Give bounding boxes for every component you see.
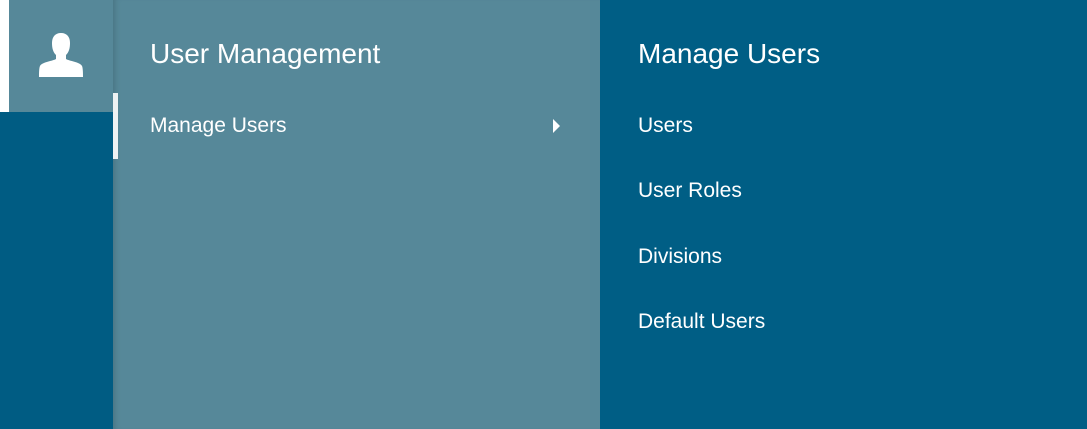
submenu-item-user-roles[interactable]: User Roles bbox=[638, 179, 742, 202]
submenu-item-users[interactable]: Users bbox=[638, 114, 693, 137]
icon-rail bbox=[0, 0, 113, 429]
submenu-title: Manage Users bbox=[638, 38, 821, 69]
menu-item-manage-users[interactable]: Manage Users bbox=[113, 93, 600, 159]
user-icon bbox=[39, 33, 83, 77]
menu-item-label: Manage Users bbox=[150, 114, 287, 137]
caret-right-icon bbox=[553, 119, 560, 133]
menu-panel: User Management Manage Users bbox=[113, 0, 600, 429]
menu-title: User Management bbox=[150, 38, 381, 69]
user-management-rail-button[interactable] bbox=[9, 0, 113, 112]
submenu-panel: Manage Users Users User Roles Divisions … bbox=[600, 0, 1087, 429]
active-indicator bbox=[113, 93, 118, 159]
submenu-item-divisions[interactable]: Divisions bbox=[638, 245, 723, 268]
submenu-item-default-users[interactable]: Default Users bbox=[638, 310, 766, 333]
rail-active-strip bbox=[0, 0, 9, 112]
